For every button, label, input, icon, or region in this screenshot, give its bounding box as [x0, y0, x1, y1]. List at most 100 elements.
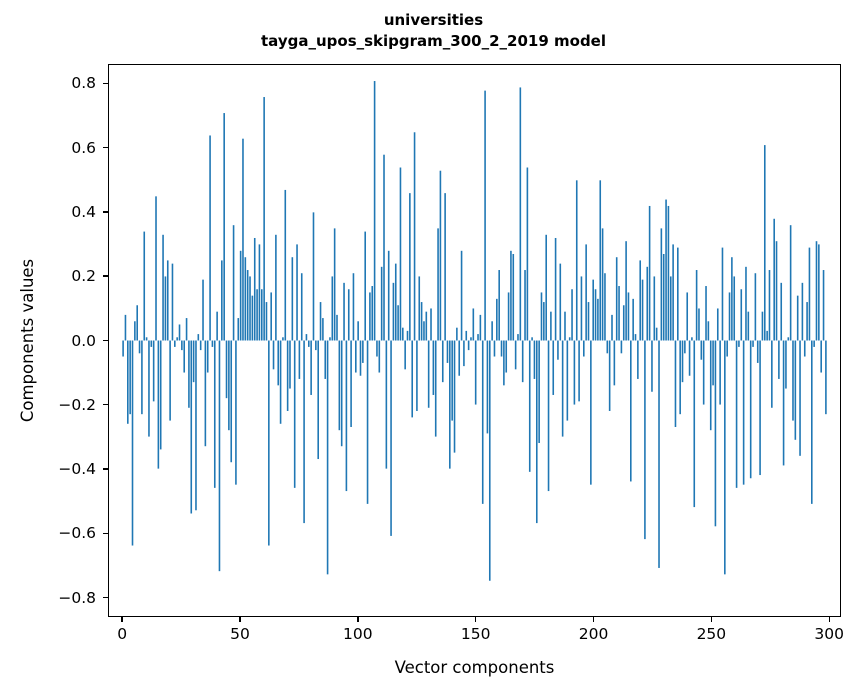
bar [218, 340, 221, 572]
bar [679, 340, 681, 415]
bar [700, 340, 703, 360]
bar [345, 340, 348, 492]
bar [627, 292, 630, 341]
bar [336, 314, 338, 341]
bar [305, 334, 308, 341]
bar [192, 340, 195, 383]
bar [749, 340, 752, 479]
bar [409, 193, 411, 341]
bar [669, 276, 672, 341]
bar [251, 295, 254, 341]
bar [507, 292, 510, 341]
y-tick-label: 0.4 [71, 202, 96, 221]
bar [519, 87, 522, 341]
bar [639, 260, 642, 341]
bar [719, 340, 721, 405]
bar [622, 305, 625, 341]
y-tick-label: −0.4 [58, 460, 96, 479]
bar [545, 234, 547, 341]
bar [296, 244, 298, 341]
x-axis-label: Vector components [394, 658, 555, 677]
bar [355, 340, 357, 373]
bar [376, 340, 378, 357]
bar [818, 244, 820, 341]
bar [693, 340, 696, 508]
bar [352, 273, 355, 341]
bar [820, 340, 822, 373]
y-tick-mark [103, 146, 108, 149]
bar [420, 302, 423, 341]
bar [176, 337, 178, 341]
bar [644, 340, 646, 540]
bar [399, 167, 402, 341]
bar [521, 340, 524, 383]
bar [564, 311, 566, 341]
y-tick-mark [103, 468, 108, 470]
bar [230, 340, 233, 463]
bar [188, 340, 190, 408]
bar [385, 340, 388, 469]
bar [202, 279, 204, 341]
bar [340, 340, 343, 447]
bar [773, 218, 775, 341]
bar [505, 340, 508, 373]
bar [369, 292, 371, 341]
bar [134, 321, 136, 341]
bar [599, 180, 602, 341]
y-tick-label: −0.6 [58, 524, 96, 543]
bar [338, 340, 341, 431]
bar [458, 340, 461, 376]
bar [284, 189, 287, 341]
bar [566, 340, 569, 421]
bar [359, 340, 362, 376]
bar [242, 138, 244, 341]
bar [124, 314, 127, 341]
y-tick-mark [103, 532, 108, 535]
bar [155, 196, 157, 341]
y-tick-mark [103, 597, 108, 599]
x-tick-mark [592, 617, 595, 622]
bar [625, 241, 627, 341]
bar [604, 273, 606, 341]
bar [702, 340, 705, 405]
bar [775, 241, 778, 341]
bar [778, 340, 780, 379]
bar [686, 292, 689, 341]
x-tick-mark [239, 617, 241, 622]
bar [768, 270, 771, 341]
bar [658, 340, 660, 568]
bar [183, 340, 186, 373]
bar [740, 289, 743, 341]
bar [237, 318, 240, 341]
bar [594, 289, 597, 341]
bar [486, 340, 489, 434]
bar [211, 340, 214, 347]
bar [691, 337, 693, 341]
bar [467, 340, 470, 351]
bar [526, 167, 529, 341]
bar [630, 340, 632, 482]
bar [260, 289, 263, 341]
bar [742, 340, 745, 485]
bar [131, 340, 134, 546]
y-tick-mark [103, 275, 108, 277]
bar [782, 340, 785, 466]
bar [317, 340, 319, 460]
bar [249, 276, 251, 341]
y-tick-label: −0.2 [58, 395, 96, 414]
bar [648, 205, 651, 341]
bar [787, 337, 790, 341]
bar [392, 282, 395, 341]
bar [434, 340, 437, 437]
bar [756, 340, 759, 363]
bar [524, 270, 526, 341]
bar [547, 340, 550, 492]
bar [197, 334, 200, 341]
bar [810, 340, 813, 504]
bar [493, 340, 496, 357]
bar [667, 205, 670, 341]
bar [439, 170, 442, 341]
bar [453, 340, 456, 453]
bar [463, 340, 465, 367]
bar [136, 305, 139, 341]
